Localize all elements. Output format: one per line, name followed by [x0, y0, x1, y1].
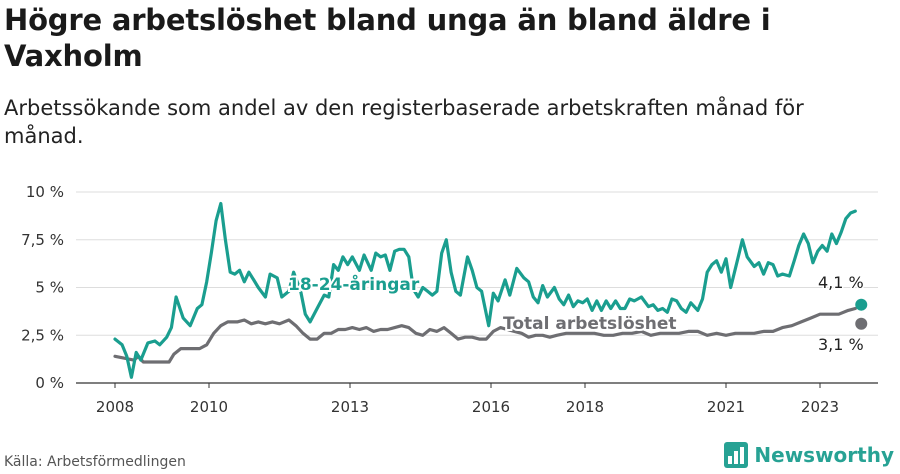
end-point-marker [855, 298, 868, 311]
series-line-youth [113, 201, 857, 379]
series-layer [113, 201, 868, 379]
brand-name: Newsworthy [754, 443, 894, 467]
y-tick-label: 0 % [35, 374, 64, 392]
y-tick-label: 7,5 % [21, 231, 64, 249]
source-note: Källa: Arbetsförmedlingen [4, 454, 186, 470]
bar-chart-logo-icon [724, 442, 749, 468]
grid-layer [76, 191, 878, 336]
x-tick-label: 2010 [190, 398, 228, 416]
end-label-youth: 4,1 % [818, 273, 864, 292]
newsworthy-logo: Newsworthy [724, 442, 894, 468]
x-tick-label: 2016 [472, 398, 510, 416]
chart-title: Högre arbetslöshet bland unga än bland ä… [4, 3, 771, 73]
x-axis: 2008 2010 2013 2016 2018 2021 2023 [76, 382, 878, 416]
chart-subtitle: Arbetssökande som andel av den registerb… [4, 96, 804, 148]
series-label-youth: 18-24-åringar [288, 273, 420, 295]
x-tick-label: 2023 [801, 398, 839, 416]
series-line-total [113, 306, 857, 364]
x-tick-label: 2018 [566, 398, 604, 416]
line-chart: 0 % 2,5 % 5 % 7,5 % 10 % 2008 2010 2013 2016 201… [21, 183, 878, 416]
y-axis: 0 % 2,5 % 5 % 7,5 % 10 % [21, 183, 64, 392]
y-tick-label: 5 % [35, 279, 64, 297]
end-label-total: 3,1 % [818, 335, 864, 354]
y-tick-label: 10 % [26, 183, 64, 201]
label-layer: 18-24-åringar Total arbetslöshet 4,1 % 3,1 … [286, 271, 865, 356]
end-point-marker [855, 317, 868, 330]
y-tick-label: 2,5 % [21, 326, 64, 344]
x-tick-label: 2008 [96, 398, 134, 416]
x-tick-label: 2013 [331, 398, 369, 416]
series-label-total: Total arbetslöshet [503, 314, 677, 334]
x-tick-label: 2021 [707, 398, 745, 416]
